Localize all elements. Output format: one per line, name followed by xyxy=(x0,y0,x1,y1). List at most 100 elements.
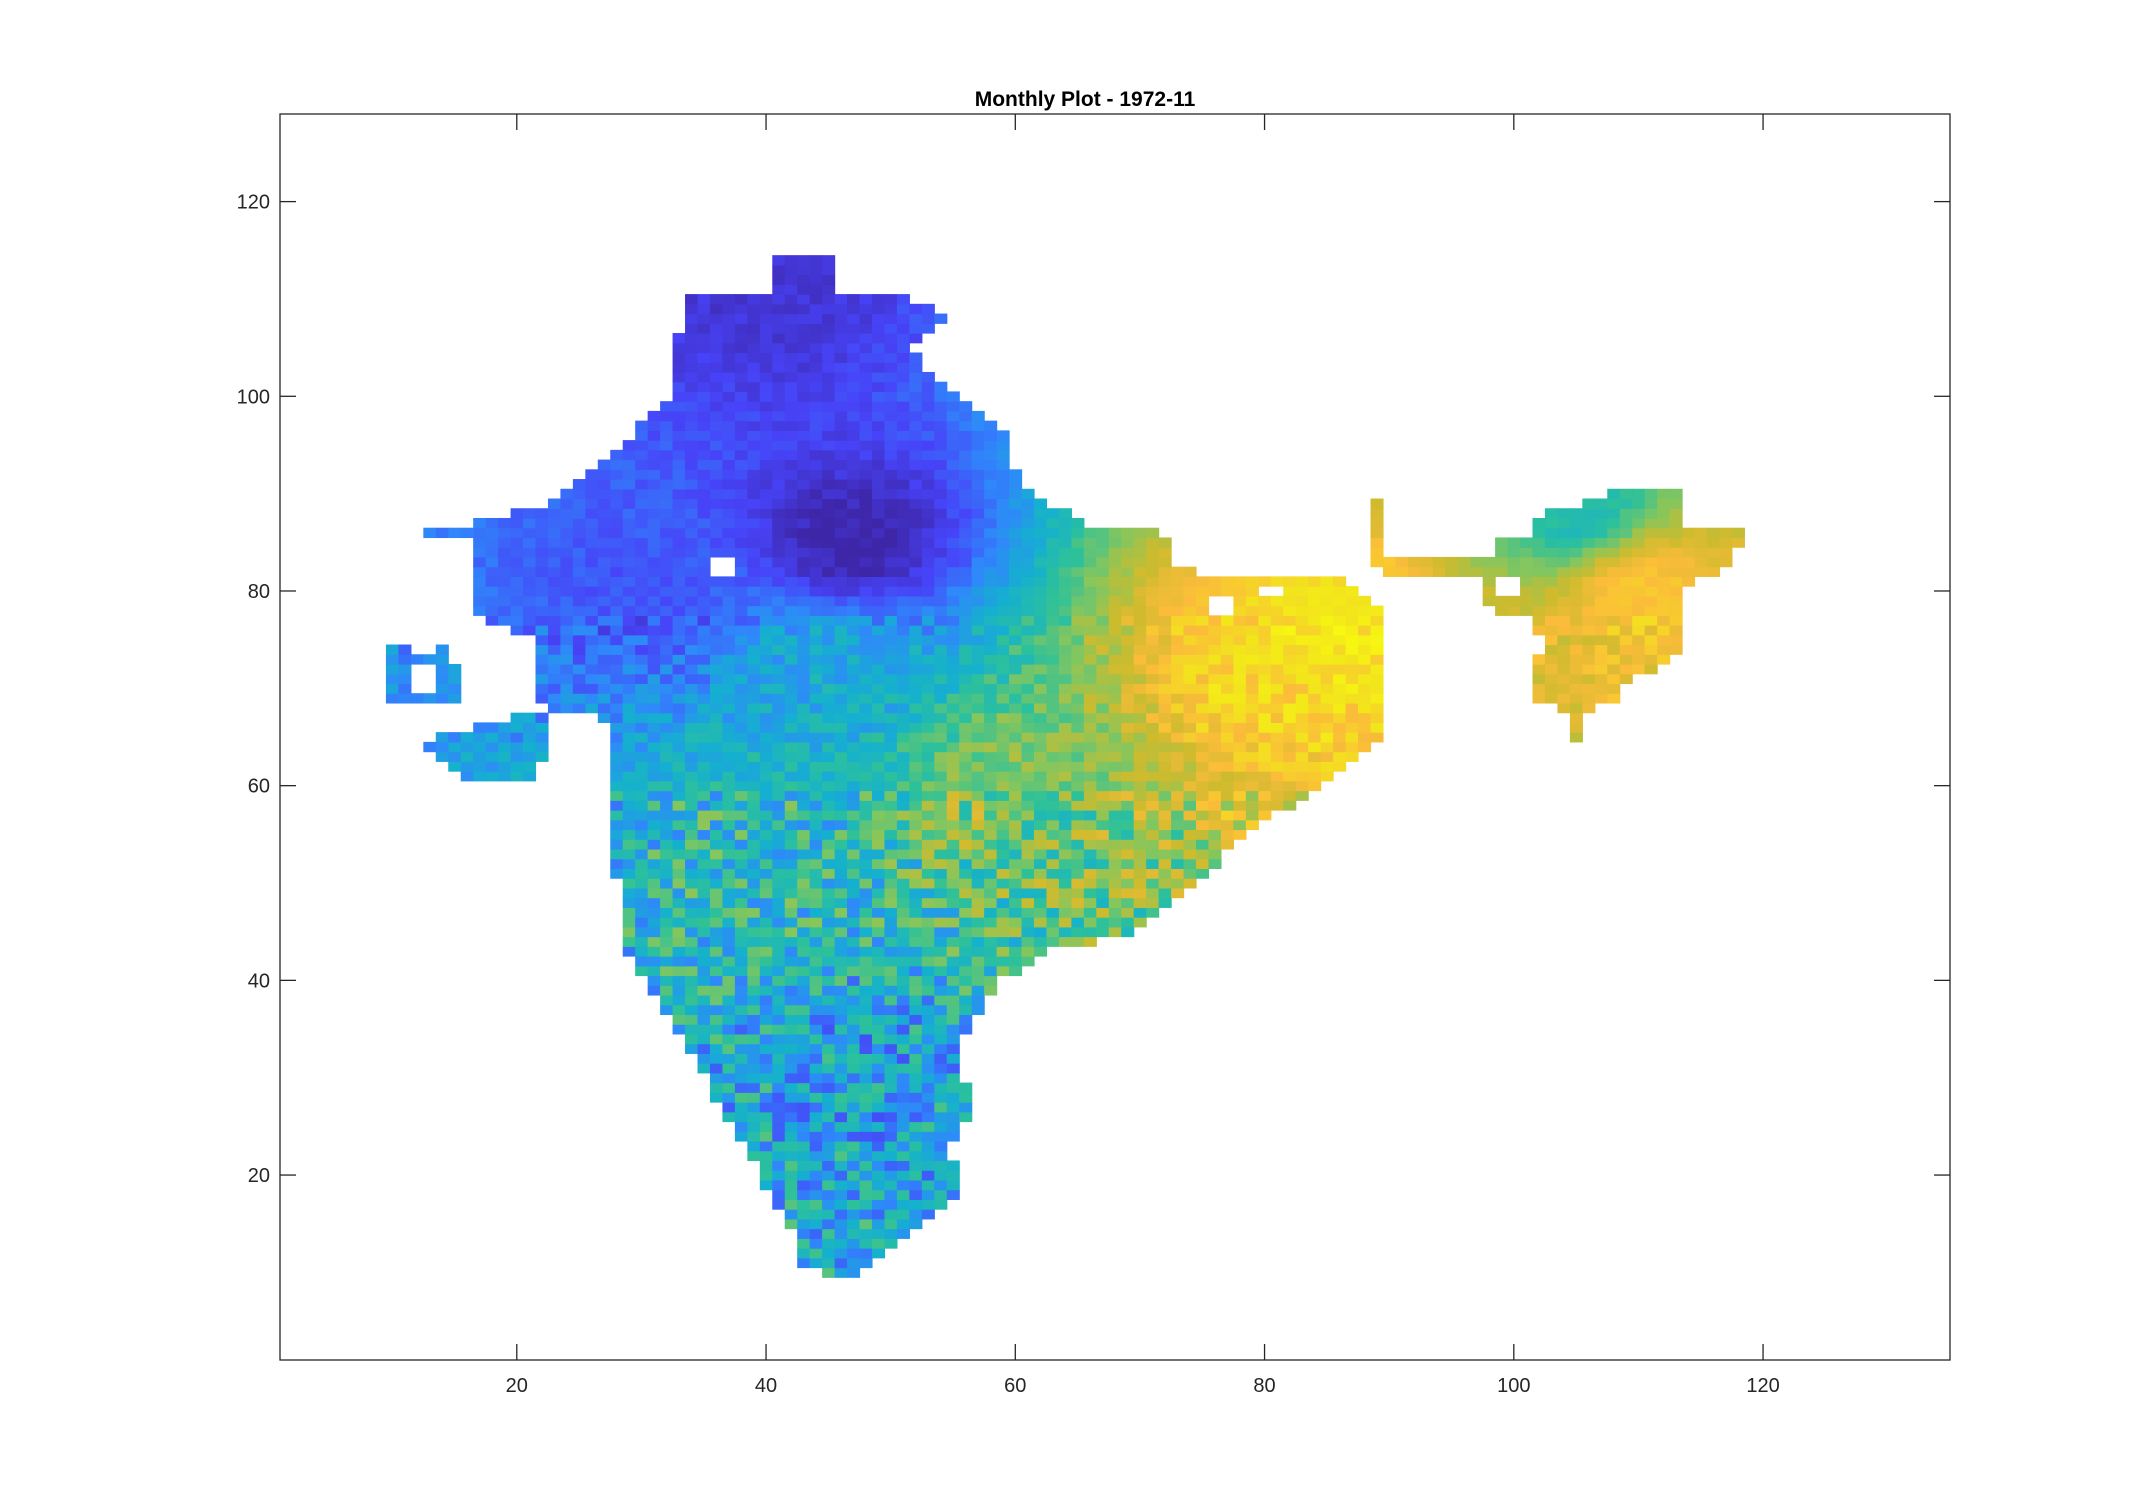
heatmap-cell xyxy=(909,1024,923,1035)
heatmap-cell xyxy=(1133,693,1147,704)
heatmap-cell xyxy=(1083,644,1097,655)
heatmap-cell xyxy=(647,673,661,685)
heatmap-cell xyxy=(485,722,499,733)
heatmap-cell xyxy=(884,810,898,821)
heatmap-cell xyxy=(1121,858,1135,870)
heatmap-cell xyxy=(1669,547,1683,558)
heatmap-cell xyxy=(523,527,537,539)
heatmap-cell xyxy=(1121,800,1135,811)
heatmap-cell xyxy=(772,790,786,801)
heatmap-cell xyxy=(921,644,935,655)
heatmap-cell xyxy=(809,917,823,928)
heatmap-cell xyxy=(946,401,960,412)
heatmap-cell xyxy=(834,1092,848,1103)
heatmap-cell xyxy=(809,1092,823,1103)
heatmap-cell xyxy=(722,683,736,694)
heatmap-cell xyxy=(685,352,699,363)
heatmap-cell xyxy=(884,1121,898,1132)
heatmap-cell xyxy=(1345,634,1359,646)
heatmap-cell xyxy=(847,381,861,393)
heatmap-cell xyxy=(747,401,761,412)
heatmap-cell xyxy=(847,1257,861,1269)
heatmap-cell xyxy=(635,517,649,529)
heatmap-cell xyxy=(722,469,736,480)
heatmap-cell xyxy=(1358,683,1372,694)
heatmap-cell xyxy=(772,342,786,354)
heatmap-cell xyxy=(847,994,861,1006)
heatmap-cell xyxy=(859,469,873,480)
heatmap-cell xyxy=(1171,625,1185,636)
heatmap-cell xyxy=(884,605,898,616)
heatmap-cell xyxy=(1594,586,1608,597)
heatmap-cell xyxy=(1133,673,1147,685)
heatmap-cell xyxy=(647,654,661,665)
heatmap-cell xyxy=(797,527,811,539)
heatmap-cell xyxy=(1171,878,1185,889)
heatmap-cell xyxy=(1096,732,1110,743)
heatmap-cell xyxy=(1694,537,1708,548)
heatmap-cell xyxy=(1370,732,1384,743)
heatmap-cell xyxy=(1121,556,1135,568)
heatmap-cell xyxy=(1033,702,1048,714)
heatmap-cell xyxy=(809,469,823,480)
heatmap-cell xyxy=(946,449,960,461)
heatmap-cell xyxy=(510,537,524,548)
heatmap-cell xyxy=(884,1150,898,1162)
heatmap-cell xyxy=(1046,693,1060,704)
heatmap-cell xyxy=(971,722,985,733)
heatmap-cell xyxy=(722,615,736,626)
heatmap-cell xyxy=(996,488,1010,500)
heatmap-cell xyxy=(647,440,661,451)
heatmap-cell xyxy=(822,1257,836,1269)
heatmap-cell xyxy=(1096,780,1110,792)
heatmap-cell xyxy=(959,683,973,694)
heatmap-cell xyxy=(971,956,985,967)
heatmap-cell xyxy=(1021,839,1035,850)
heatmap-cell xyxy=(884,1140,898,1152)
heatmap-cell xyxy=(647,683,661,694)
heatmap-cell xyxy=(1071,673,1085,685)
heatmap-cell xyxy=(797,1170,811,1181)
heatmap-cell xyxy=(959,868,973,879)
heatmap-cell xyxy=(1171,819,1185,831)
heatmap-cell xyxy=(685,313,699,324)
heatmap-cell xyxy=(1133,605,1147,616)
heatmap-cell xyxy=(660,887,674,899)
heatmap-cell xyxy=(909,459,923,470)
heatmap-cell xyxy=(423,693,437,704)
heatmap-cell xyxy=(896,771,910,782)
heatmap-cell xyxy=(510,527,524,539)
heatmap-cell xyxy=(971,926,985,938)
heatmap-cell xyxy=(510,741,524,753)
heatmap-cell xyxy=(847,576,861,587)
heatmap-cell xyxy=(909,1053,923,1064)
heatmap-cell xyxy=(921,897,935,908)
heatmap-cell xyxy=(809,956,823,967)
heatmap-cell xyxy=(572,517,586,529)
heatmap-cell xyxy=(1295,771,1309,782)
heatmap-cell xyxy=(1121,839,1135,850)
heatmap-cell xyxy=(934,868,948,879)
heatmap-cell xyxy=(971,508,985,519)
heatmap-cell xyxy=(1121,819,1135,831)
heatmap-cell xyxy=(572,683,586,694)
heatmap-cell xyxy=(946,780,960,792)
heatmap-cell xyxy=(909,1102,923,1113)
heatmap-cell xyxy=(896,907,910,918)
heatmap-cell xyxy=(1009,605,1023,616)
heatmap-cell xyxy=(784,440,798,451)
heatmap-cell xyxy=(1121,693,1135,704)
heatmap-cell xyxy=(759,712,773,723)
heatmap-cell xyxy=(759,741,773,753)
heatmap-cell xyxy=(896,625,910,636)
heatmap-cell xyxy=(959,693,973,704)
heatmap-cell xyxy=(1657,634,1671,646)
heatmap-cell xyxy=(797,634,811,646)
heatmap-cell xyxy=(1121,790,1135,801)
heatmap-cell xyxy=(535,644,549,655)
heatmap-cell xyxy=(734,702,748,714)
heatmap-cell xyxy=(946,1082,960,1093)
heatmap-cell xyxy=(1021,956,1035,967)
heatmap-cell xyxy=(921,712,935,723)
heatmap-cell xyxy=(934,1131,948,1142)
